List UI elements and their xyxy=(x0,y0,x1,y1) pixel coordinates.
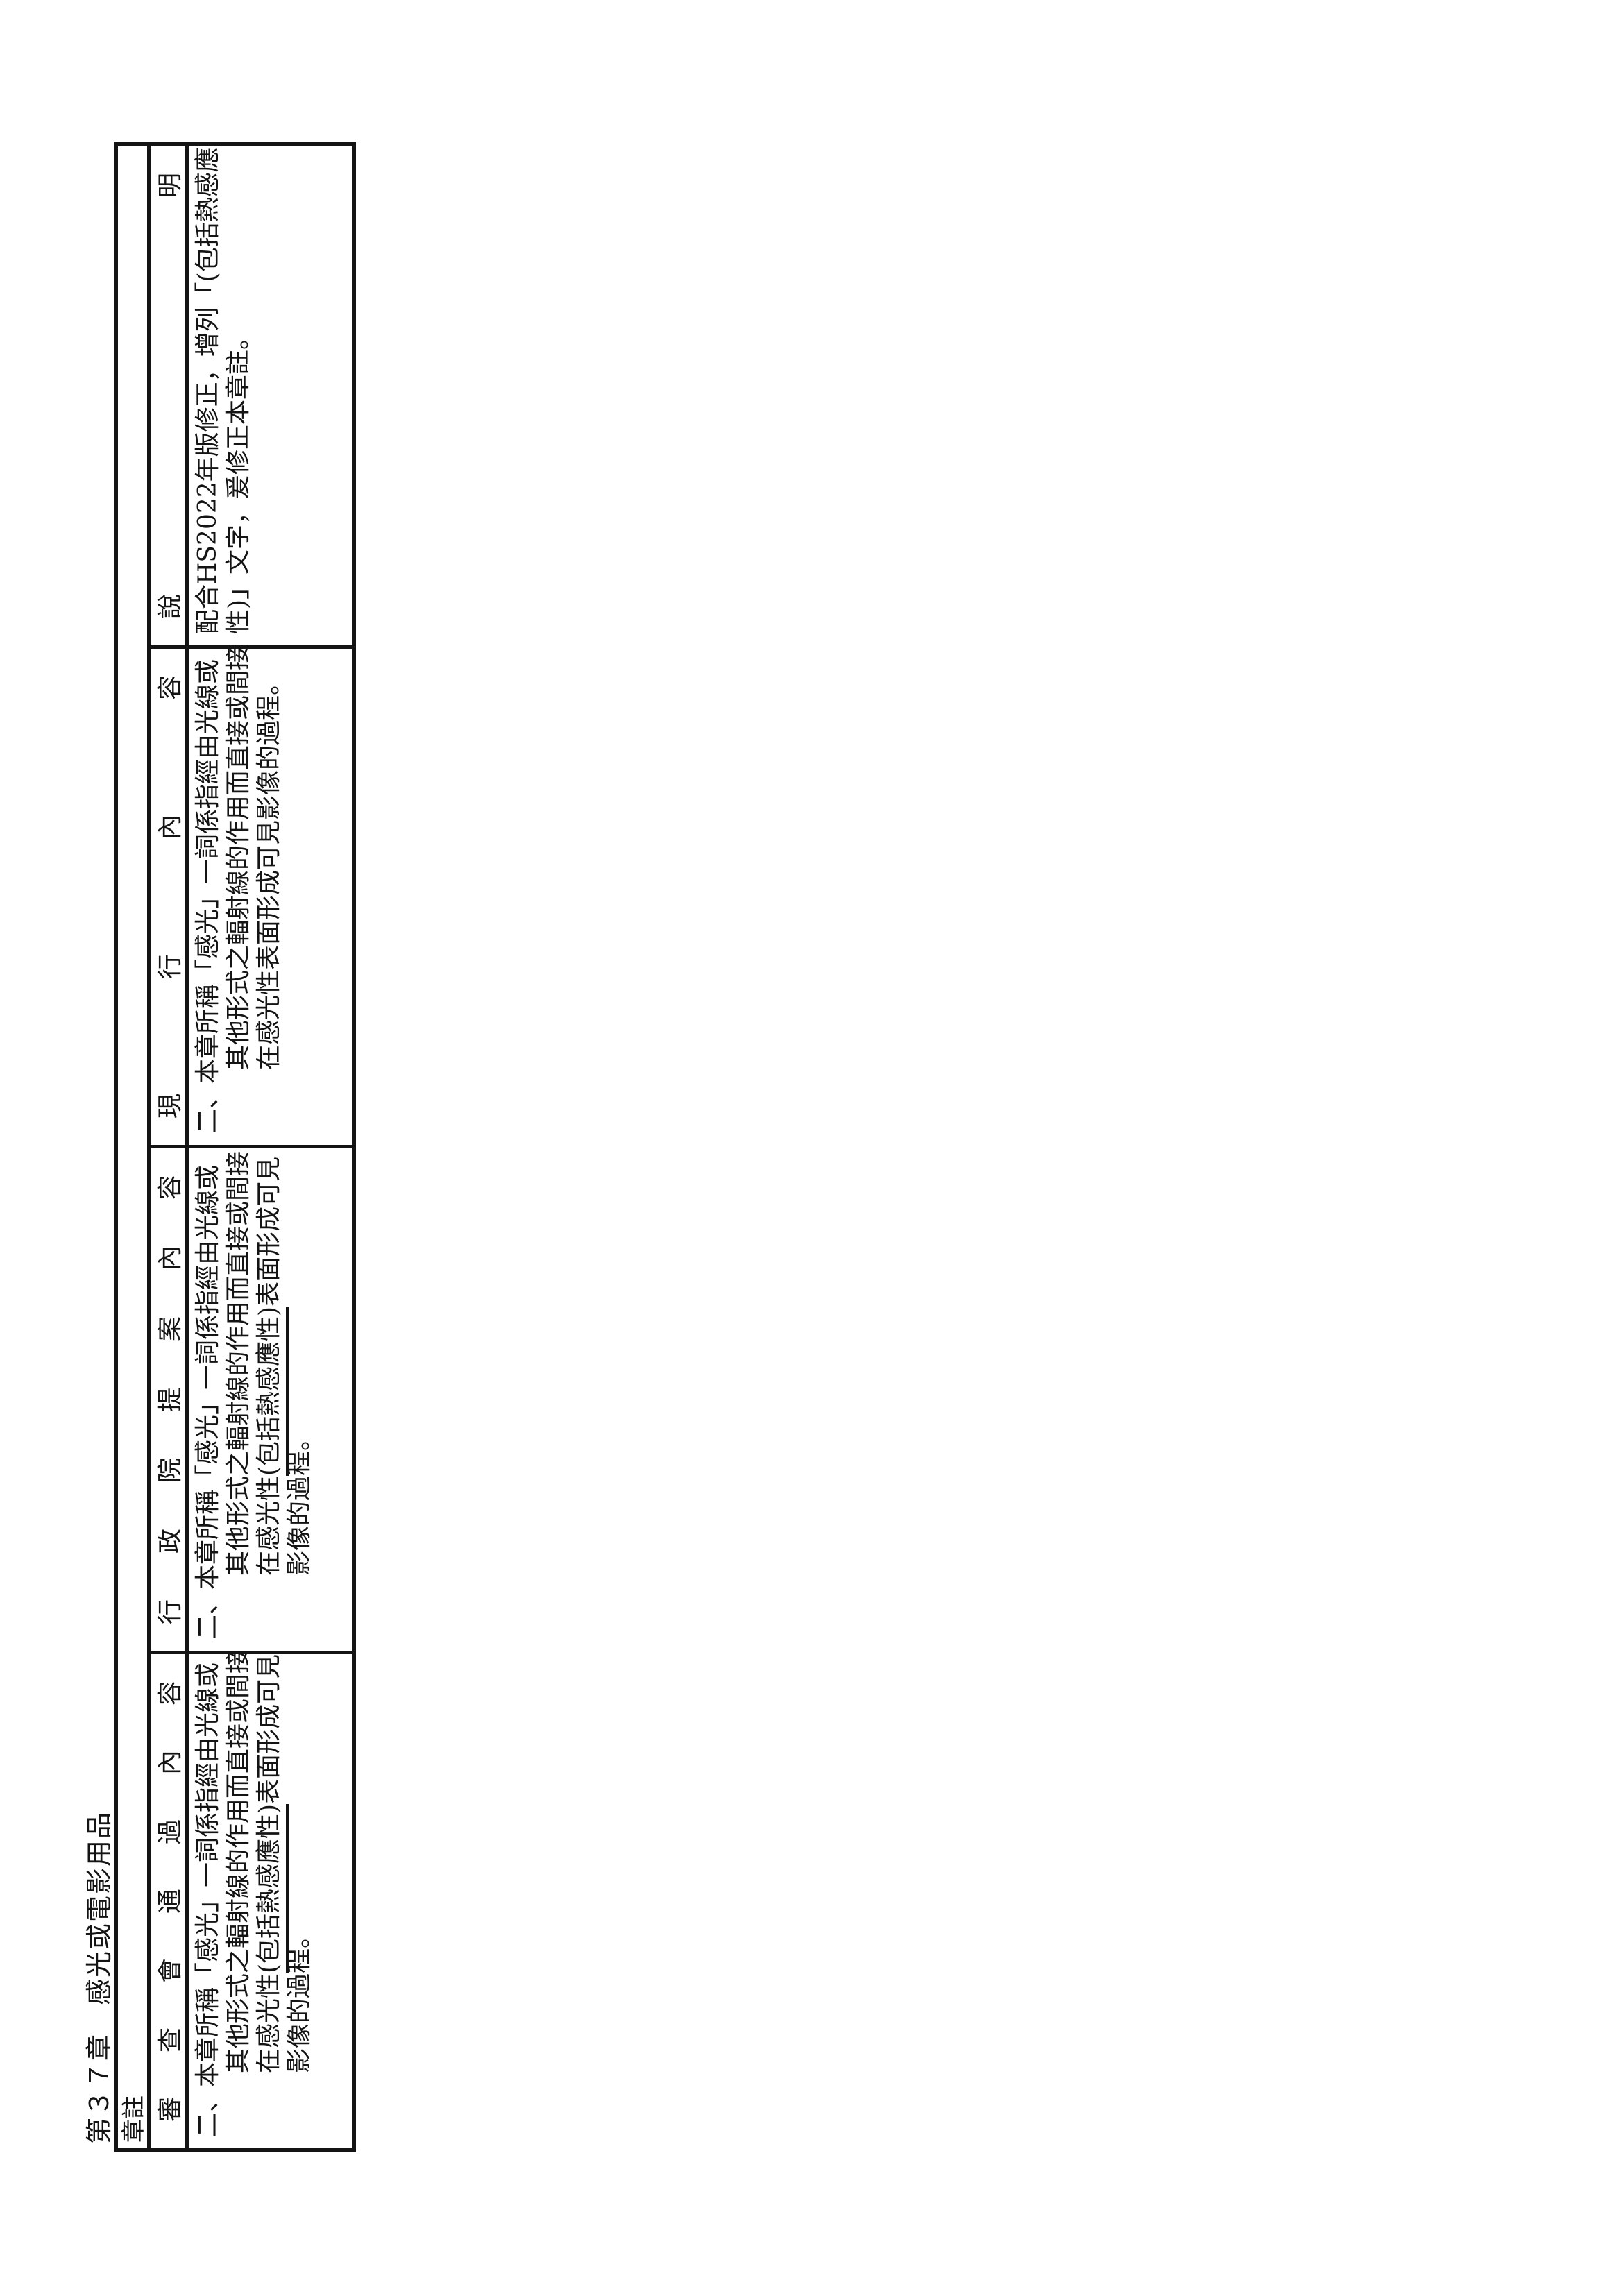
header-char: 查 xyxy=(156,2027,185,2053)
header-char: 政 xyxy=(156,1529,185,1554)
header-char: 現 xyxy=(156,1093,185,1119)
cell-executive-yuan-proposal: 二、本章所稱「感光」一詞係指經由光線或 其他形式之輻射線的作用而直接或間接 在感光性… xyxy=(189,1148,352,1651)
text-segment: 在感光性 xyxy=(255,1475,283,1576)
text-line: 二、本章所稱「感光」一詞係指經由光線或 xyxy=(194,1164,222,1640)
header-char: 內 xyxy=(156,815,185,840)
amendment-comparison-table: 章註 審查會通過內容 行政院提案內容 現行內容 說明 二、本章所稱「感光」一詞係… xyxy=(114,142,356,2152)
header-char: 審 xyxy=(156,2096,185,2122)
header-char: 內 xyxy=(156,1750,185,1776)
header-char: 容 xyxy=(156,1681,185,1706)
text-line: 在感光性(包括熱感應性)表面形成可見 xyxy=(254,1654,289,2137)
text-line: 在感光性表面形成可見影像的過程。 xyxy=(255,670,283,1070)
header-char: 會 xyxy=(156,1958,185,1984)
header-char: 說 xyxy=(156,593,185,619)
header-current-text: 現行內容 xyxy=(151,649,185,1145)
underlined-inserted-text: (包括熱感應性) xyxy=(255,1306,289,1476)
text-line: 在感光性(包括熱感應性)表面形成可見 xyxy=(254,1156,289,1640)
header-char: 過 xyxy=(156,1819,185,1845)
header-explanation: 說明 xyxy=(151,146,185,645)
header-char: 內 xyxy=(156,1245,185,1271)
cell-current-text: 二、本章所稱「感光」一詞係指經由光線或 其他形式之輻射線的作用而直接或間接 在感光性… xyxy=(189,649,352,1145)
header-char: 行 xyxy=(156,1599,185,1624)
header-char: 行 xyxy=(156,954,185,980)
text-line: 其他形式之輻射線的作用而直接或間接 xyxy=(224,1150,253,1576)
text-line: 性)」文字，爰修正本章註。 xyxy=(224,324,253,634)
text-line: 其他形式之輻射線的作用而直接或間接 xyxy=(224,649,253,1070)
note-row-label: 章註 xyxy=(120,2095,148,2143)
cell-explanation: 配合HS2022年版修正，增列「(包括熱感應 性)」文字，爰修正本章註。 xyxy=(189,146,352,645)
text-segment: 表面形成可見 xyxy=(255,1156,283,1307)
header-char: 容 xyxy=(156,1175,185,1200)
text-segment: 在感光性 xyxy=(255,1973,283,2073)
text-line: 二、本章所稱「感光」一詞係指經由光線或 xyxy=(194,1662,222,2137)
header-char: 提 xyxy=(156,1387,185,1413)
header-committee-passed: 審查會通過內容 xyxy=(151,1654,185,2148)
header-char: 院 xyxy=(156,1458,185,1483)
header-char: 容 xyxy=(156,675,185,701)
header-char: 案 xyxy=(156,1316,185,1342)
header-char: 通 xyxy=(156,1889,185,1914)
chapter-title: 第３７章 感光或電影用品 xyxy=(84,1810,114,2144)
text-line: 影像的過程。 xyxy=(285,1425,314,1576)
text-segment: 表面形成可見 xyxy=(255,1654,283,1804)
header-executive-yuan-proposal: 行政院提案內容 xyxy=(151,1148,185,1651)
cell-committee-passed: 二、本章所稱「感光」一詞係指經由光線或 其他形式之輻射線的作用而直接或間接 在感光性… xyxy=(189,1654,352,2148)
text-line: 配合HS2022年版修正，增列「(包括熱感應 xyxy=(194,147,222,634)
underlined-inserted-text: (包括熱感應性) xyxy=(255,1803,289,1973)
header-char: 明 xyxy=(156,173,185,198)
text-line: 影像的過程。 xyxy=(285,1923,314,2073)
text-line: 其他形式之輻射線的作用而直接或間接 xyxy=(224,1654,253,2073)
text-line: 二、本章所稱「感光」一詞係指經由光線或 xyxy=(194,658,222,1134)
